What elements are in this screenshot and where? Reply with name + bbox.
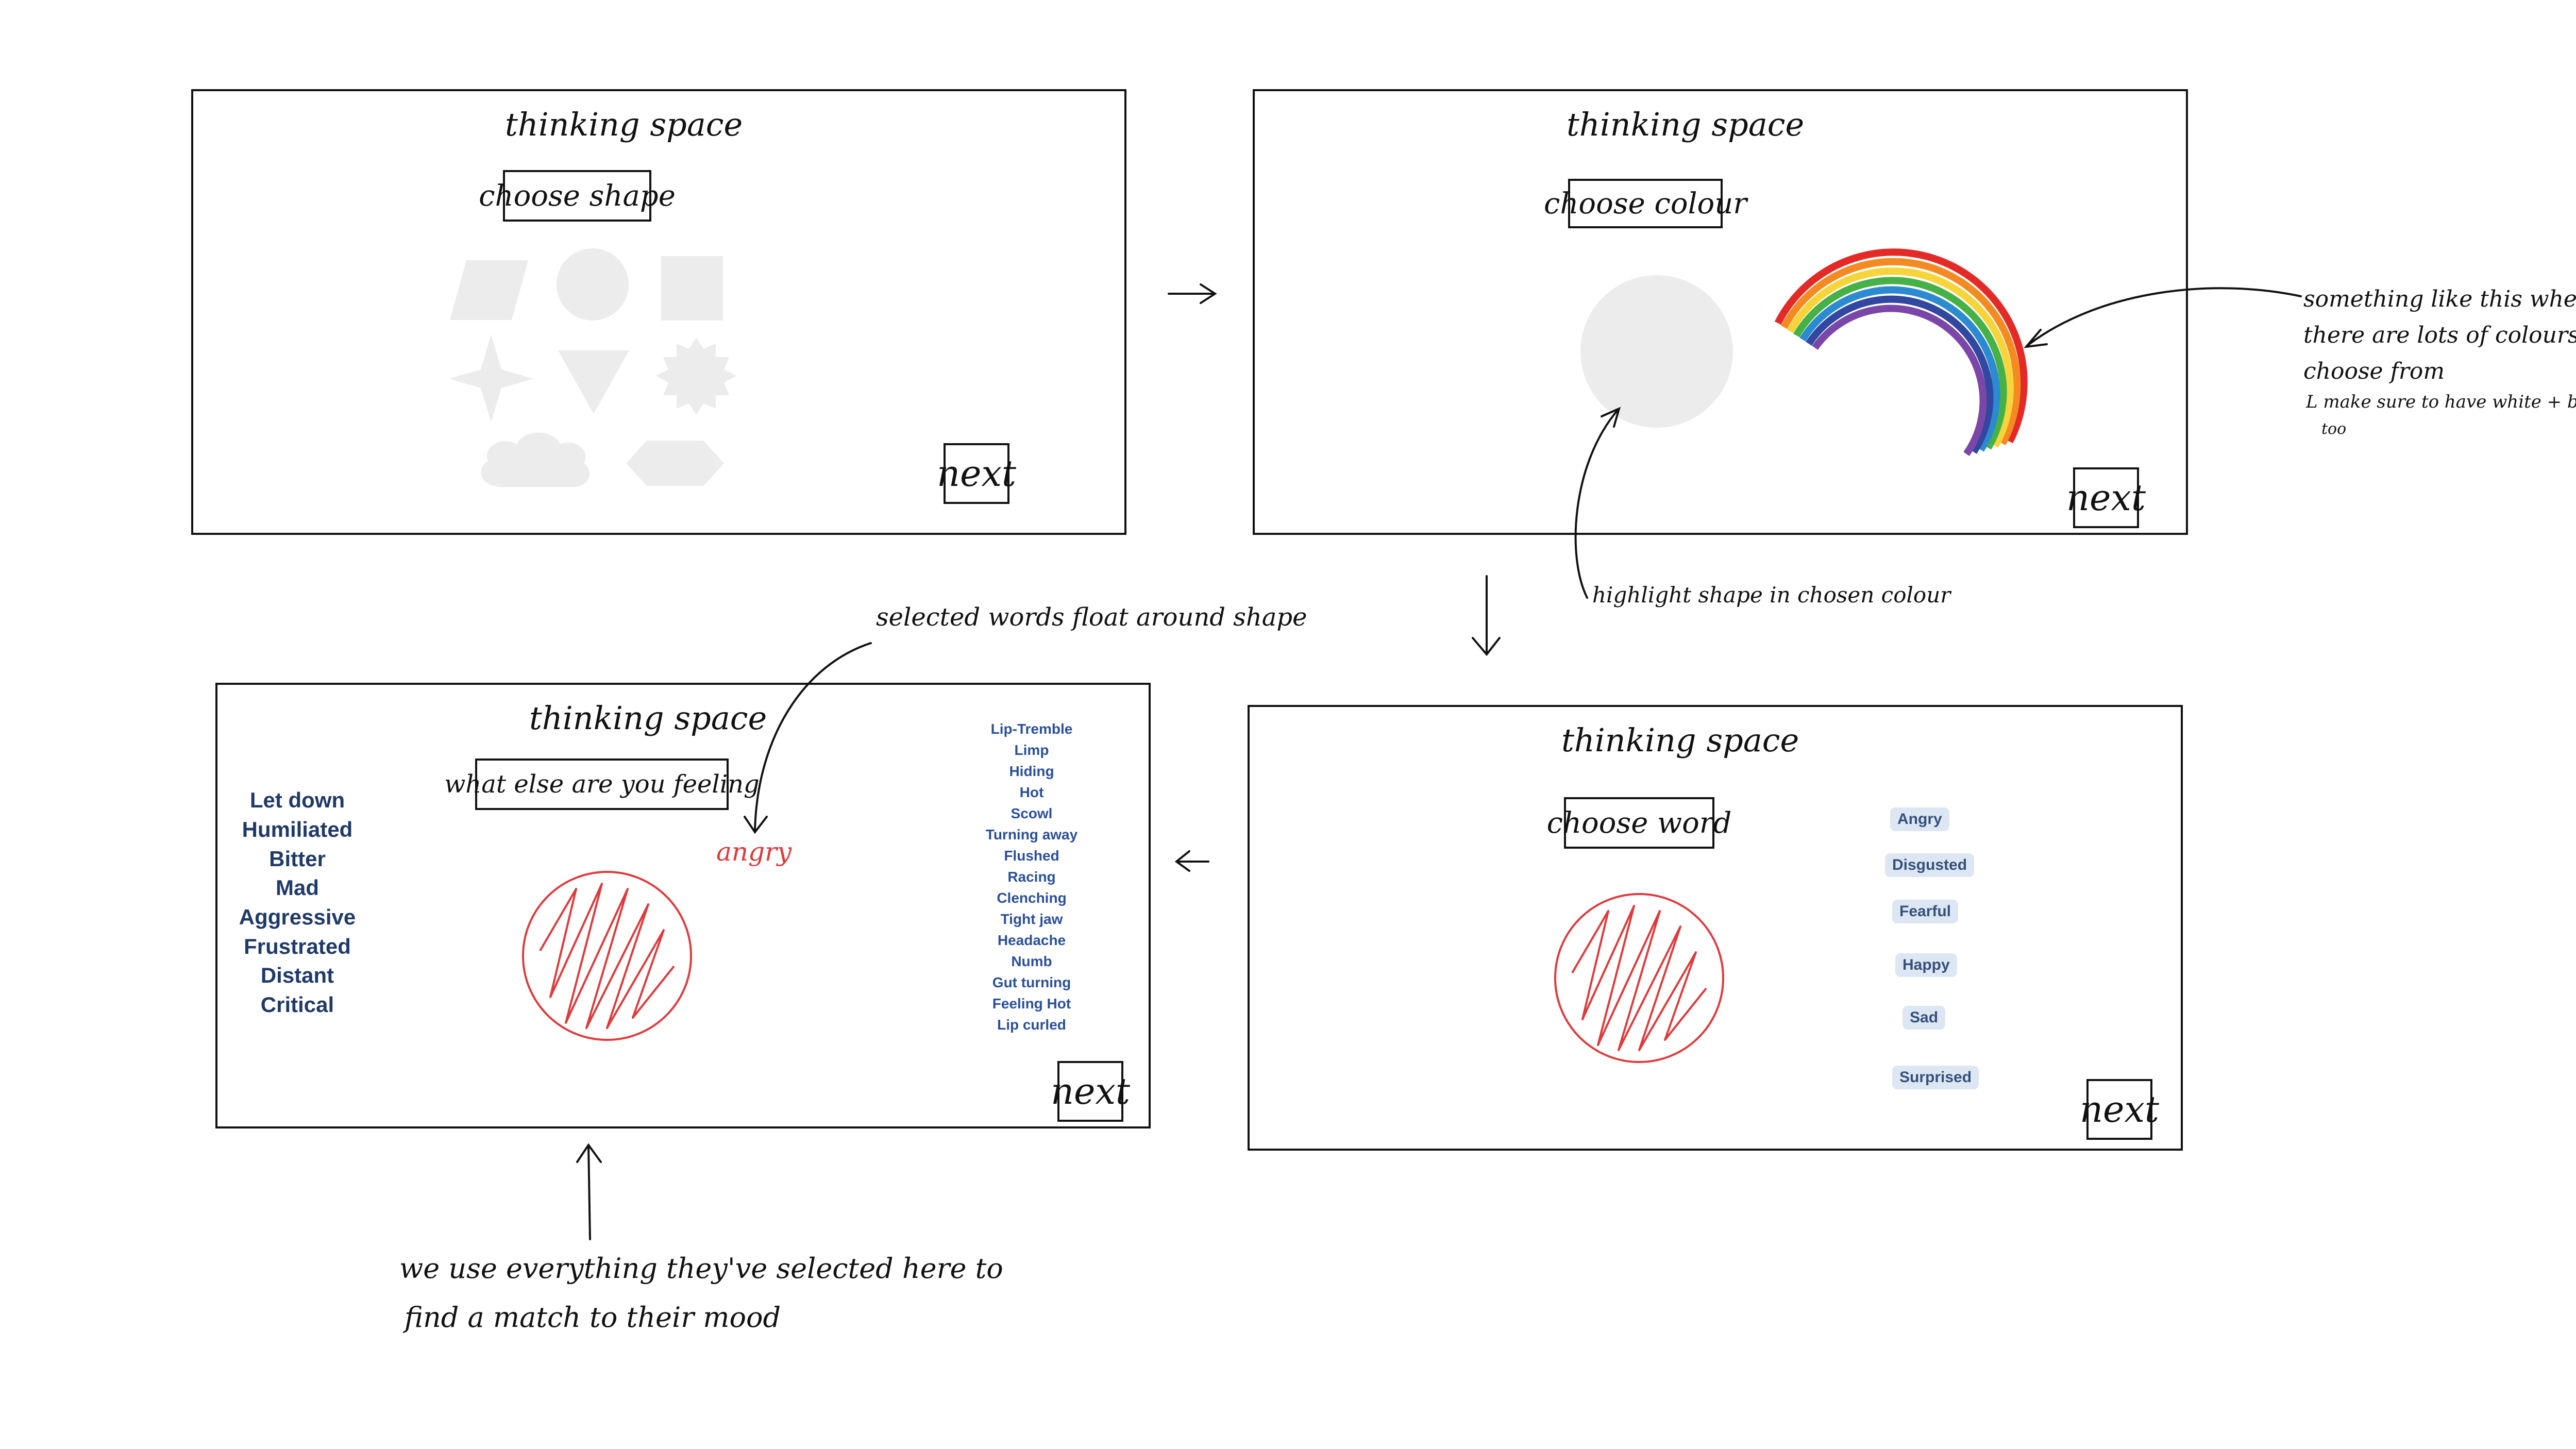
colour-picker (1580, 248, 2028, 457)
sensation-word[interactable]: Tight jaw (1000, 911, 1063, 927)
selected-word-floating: angry (716, 837, 792, 867)
instruction-box: what else are you feeling (444, 759, 760, 810)
sensation-word[interactable]: Hot (1019, 784, 1044, 800)
selected-shape-red (522, 871, 692, 1041)
hexagon-icon[interactable] (626, 441, 724, 486)
rainbow-note-line: too (2321, 420, 2347, 438)
sensation-word[interactable]: Hiding (1009, 763, 1054, 779)
sensation-word[interactable]: Limp (1014, 742, 1049, 758)
word-chip[interactable]: Surprised (1892, 1066, 1979, 1089)
arrow-down-icon (1472, 575, 1501, 656)
emotion-word[interactable]: Let down (249, 788, 345, 812)
page-title: thinking space (505, 106, 743, 143)
word-chip[interactable]: Happy (1895, 953, 1957, 977)
sensation-word[interactable]: Gut turning (992, 974, 1071, 990)
arrow-left-icon (1174, 850, 1209, 872)
page-title: thinking space (1561, 721, 1799, 759)
rainbow-note-line: L make sure to have white + black (2306, 392, 2576, 412)
parallelogram-icon[interactable] (450, 260, 528, 320)
circle-icon[interactable] (557, 248, 629, 321)
word-chip[interactable]: Angry (1890, 807, 1949, 831)
badge-icon[interactable] (656, 338, 736, 415)
sensation-word[interactable]: Numb (1011, 953, 1052, 969)
shape-options (449, 248, 736, 487)
sensation-word[interactable]: Clenching (997, 890, 1067, 906)
screen-choose-shape: thinking space choose shape next (191, 89, 1126, 535)
instruction-box: choose word (1547, 797, 1731, 849)
arrow-up-icon (576, 1143, 602, 1240)
next-button[interactable]: next (937, 443, 1016, 504)
sensation-word[interactable]: Lip curled (997, 1017, 1066, 1033)
rainbow-note-line: choose from (2303, 358, 2445, 384)
rainbow-note-line: there are lots of colours to (2303, 322, 2576, 348)
annotation-arrow-icon (1574, 407, 1621, 599)
word-chip[interactable]: Sad (1902, 1006, 1946, 1030)
highlight-note: highlight shape in chosen colour (1592, 582, 1951, 608)
screen-choose-word: thinking space choose word Angry Disgust… (1248, 705, 2183, 1151)
match-note-line: we use everything they've selected here … (399, 1252, 1003, 1285)
triangle-icon[interactable] (558, 350, 629, 414)
cloud-icon[interactable] (481, 432, 590, 487)
next-button[interactable]: next (2080, 1079, 2159, 1140)
page-title: thinking space (529, 699, 767, 737)
arrow-right-icon (1168, 283, 1217, 304)
annotation-arrow-icon (2024, 287, 2302, 348)
emotion-word[interactable]: Bitter (269, 847, 326, 871)
sensation-word[interactable]: Scowl (1011, 805, 1053, 821)
selected-shape-preview (1580, 275, 1733, 428)
sensation-word[interactable]: Flushed (1004, 848, 1059, 864)
emotion-word[interactable]: Aggressive (239, 905, 356, 929)
instruction-box: choose colour (1544, 179, 1747, 228)
sensation-word[interactable]: Headache (997, 932, 1066, 948)
sensation-word[interactable]: Lip-Tremble (990, 721, 1073, 737)
float-note: selected words float around shape (876, 603, 1307, 632)
next-button[interactable]: next (1051, 1061, 1130, 1122)
star-icon[interactable] (449, 334, 533, 422)
emotion-word[interactable]: Critical (260, 992, 334, 1017)
screen-what-else-feeling: thinking space what else are you feeling… (215, 683, 1151, 1128)
emotion-word[interactable]: Distant (260, 963, 334, 987)
sensation-word[interactable]: Turning away (985, 827, 1078, 843)
page-title: thinking space (1567, 106, 1805, 143)
emotion-word[interactable]: Humiliated (242, 817, 353, 841)
instruction-box: choose shape (479, 170, 676, 222)
sensation-word[interactable]: Feeling Hot (992, 996, 1071, 1012)
screen-choose-colour: thinking space choose colour next (1253, 89, 2188, 535)
selected-shape-red (1554, 893, 1724, 1063)
emotion-word[interactable]: Mad (276, 875, 319, 900)
square-icon[interactable] (661, 256, 723, 321)
emotion-word[interactable]: Frustrated (244, 934, 351, 958)
rainbow-note-line: something like this where (2303, 286, 2576, 312)
word-chip[interactable]: Disgusted (1885, 853, 1975, 877)
sensation-word[interactable]: Racing (1007, 869, 1056, 885)
word-chip[interactable]: Fearful (1892, 900, 1959, 923)
annotation-arrow-icon (744, 642, 872, 834)
rainbow-colour-wheel[interactable] (1774, 248, 2028, 457)
match-note-line: find a match to their mood (405, 1301, 781, 1334)
next-button[interactable]: next (2066, 467, 2146, 528)
